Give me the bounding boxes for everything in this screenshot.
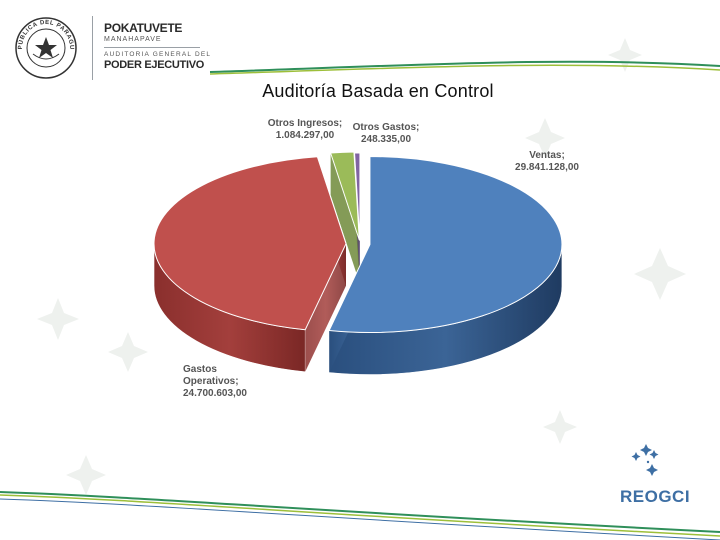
pie-slice-gastos-operativos — [153, 156, 347, 331]
pie-wall-otros-ingresos — [330, 153, 360, 283]
pie-labels: Ventas; 29.841.128,00 Gastos Operativos; 24.… — [183, 118, 579, 399]
national-seal-icon: REPÚBLICA DEL PARAGUAY — [14, 16, 77, 79]
pie-slice-otros-ingresos — [329, 151, 360, 241]
agency-line1: AUDITORIA GENERAL DEL — [104, 51, 212, 58]
reogci-logo: REOGCI — [598, 440, 698, 510]
data-label-otros-gastos: Otros Gastos; 248.335,00 — [353, 122, 420, 145]
brand-rule — [104, 47, 200, 48]
pie-slice-ventas — [328, 156, 563, 334]
brand-text: POKATUVETE MANAHAPAVE AUDITORIA GENERAL … — [104, 22, 224, 72]
header-divider — [92, 16, 93, 80]
data-label-ventas: Ventas; 29.841.128,00 — [515, 150, 579, 173]
pie-wall-gastos-operativos — [305, 243, 347, 372]
data-label-gastos-operativos: Gastos Operativos; 24.700.603,00 — [183, 364, 247, 399]
header-logo: REPÚBLICA DEL PARAGUAY POKATUVETE MANAHA… — [10, 10, 220, 82]
agency-line2: PODER EJECUTIVO — [104, 59, 205, 71]
pie-tops — [153, 151, 563, 334]
data-label-otros-ingresos: Otros Ingresos; 1.084.297,00 — [268, 118, 342, 141]
reogci-stars-icon — [631, 444, 659, 476]
brand-subtitle: MANAHAPAVE — [104, 36, 162, 43]
reogci-text: REOGCI — [620, 487, 691, 506]
brand-name: POKATUVETE — [104, 21, 183, 35]
pie-slice-otros-gastos — [354, 152, 361, 242]
page-title: Auditoría Basada en Control — [262, 81, 494, 101]
